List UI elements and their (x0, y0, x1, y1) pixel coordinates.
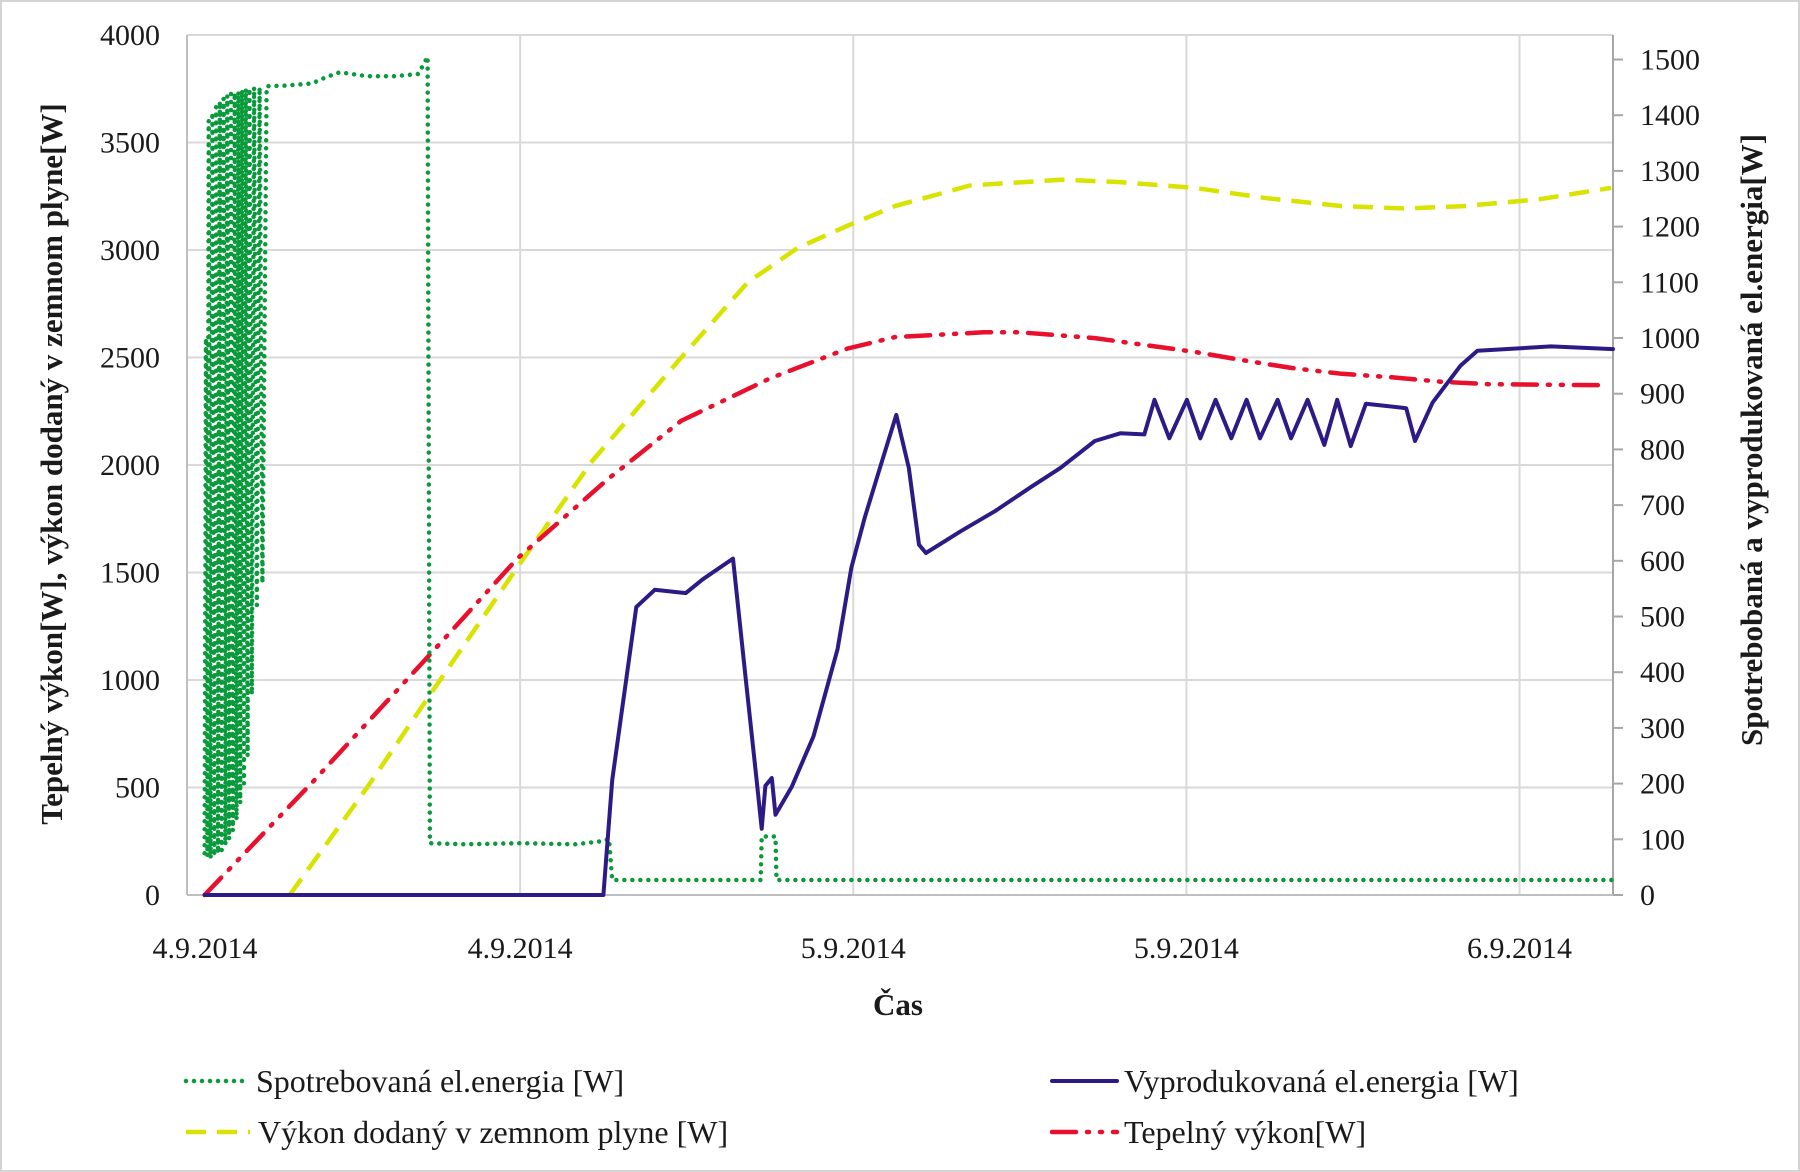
x-tick-label: 5.9.2014 (1134, 932, 1239, 965)
y-tick-label-left: 2000 (100, 449, 160, 482)
x-axis-title: Čas (873, 987, 923, 1022)
y-axis-title-right: Spotrebobaná a vyprodukovaná el.energia[… (1734, 134, 1769, 746)
y-tick-label-right: 1500 (1640, 44, 1700, 77)
legend-item-spotrebovana: Spotrebovaná el.energia [W] (183, 1063, 624, 1099)
legend-label-vyprodukovana: Vyprodukovaná el.energia [W] (1124, 1063, 1519, 1099)
y-tick-label-right: 1100 (1640, 266, 1699, 299)
y-tick-label-left: 500 (115, 772, 160, 805)
legend-item-tepelny-vykon: Tepelný výkon[W] (1049, 1114, 1366, 1150)
y-tick-label-left: 4000 (100, 19, 160, 52)
y-tick-label-right: 1200 (1640, 211, 1700, 244)
y-tick-label-left: 2500 (100, 342, 160, 375)
y-tick-label-right: 400 (1640, 656, 1685, 689)
y-tick-label-right: 0 (1640, 879, 1655, 912)
x-tick-label: 6.9.2014 (1467, 932, 1572, 965)
y-tick-label-right: 800 (1640, 433, 1685, 466)
gridlines (187, 34, 1613, 895)
y-tick-label-left: 3500 (100, 127, 160, 160)
y-tick-label-right: 700 (1640, 489, 1685, 522)
y-axis-title-left: Tepelný výkon[W], výkon dodaný v zemnom … (34, 103, 69, 824)
y-tick-label-right: 600 (1640, 545, 1685, 578)
y-tick-label-left: 3000 (100, 234, 160, 267)
y-tick-label-right: 1300 (1640, 155, 1700, 188)
x-tick-label: 4.9.2014 (468, 932, 573, 965)
series-line-vyprodukovana (202, 344, 1615, 897)
legend-label-spotrebovana: Spotrebovaná el.energia [W] (256, 1063, 624, 1099)
y-tick-label-right: 300 (1640, 712, 1685, 745)
legend-label-tepelny-vykon: Tepelný výkon[W] (1124, 1114, 1366, 1150)
y-tick-label-left: 1000 (100, 664, 160, 697)
legend-item-vykon-dodany: Výkon dodaný v zemnom plyne [W] (186, 1114, 728, 1150)
y-tick-label-left: 1500 (100, 557, 160, 590)
x-tick-label: 4.9.2014 (153, 932, 258, 965)
legend: Spotrebovaná el.energia [W] Vyprodukovan… (183, 1063, 1519, 1150)
y-tick-label-right: 900 (1640, 378, 1685, 411)
y-tick-label-right: 1000 (1640, 322, 1700, 355)
series-layer (202, 54, 1616, 898)
legend-item-vyprodukovana: Vyprodukovaná el.energia [W] (1050, 1063, 1519, 1099)
y-tick-label-right: 100 (1640, 823, 1685, 856)
series-line-tepelny-vykon (202, 330, 1603, 898)
y-tick-label-left: 0 (145, 879, 160, 912)
y-tick-label-right: 500 (1640, 601, 1685, 634)
y-tick-label-right: 1400 (1640, 99, 1700, 132)
x-tick-label: 5.9.2014 (801, 932, 906, 965)
series-line-vykon-dodany (287, 177, 1612, 897)
y-tick-label-right: 200 (1640, 768, 1685, 801)
legend-label-vykon-dodany: Výkon dodaný v zemnom plyne [W] (258, 1114, 728, 1150)
tick-labels: 050010001500200025003000350040004.9.2014… (100, 19, 1700, 965)
